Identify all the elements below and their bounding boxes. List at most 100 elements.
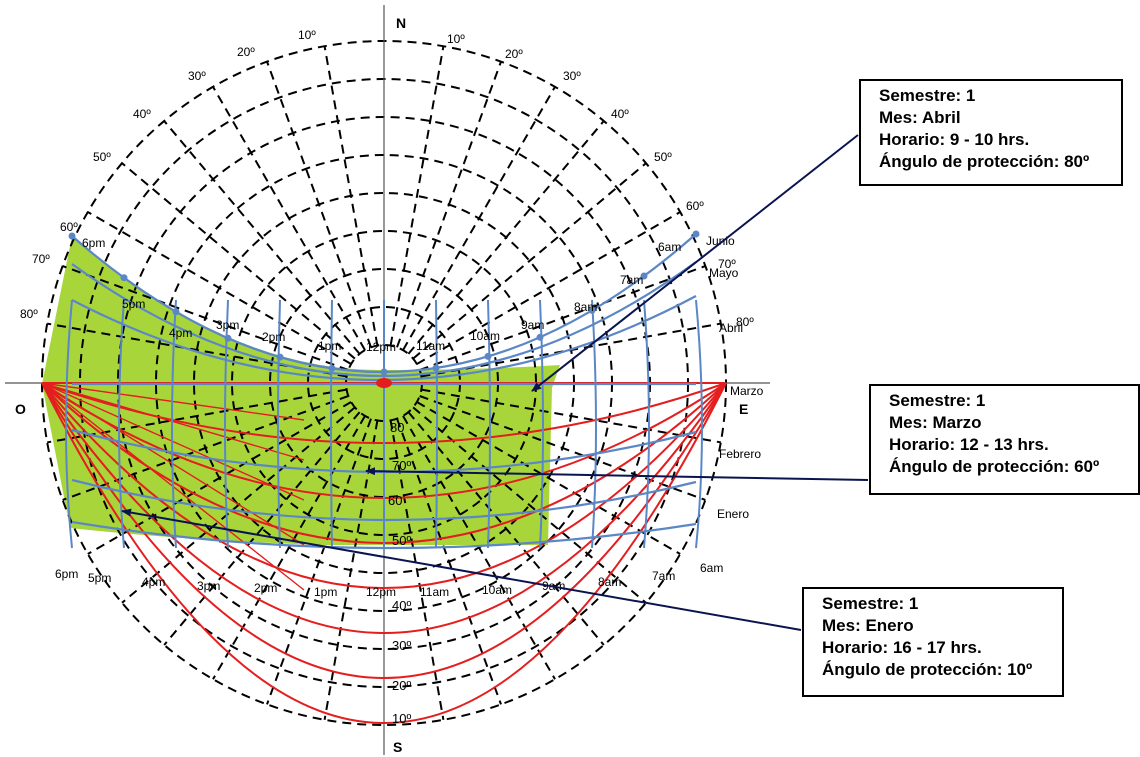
arrow-abril [531,134,859,392]
hour-dot [276,353,284,361]
west-label: O [15,401,26,417]
annotation-angulo: Ángulo de protección: 80º [879,152,1090,171]
hour-dot [432,364,440,372]
hour-dot [380,368,388,376]
grid-radial [412,162,647,360]
hour-line [591,299,597,549]
grid-radial [212,86,366,351]
hour-line [277,299,281,549]
hour-label: 6pm [55,567,78,581]
hour-dot [588,306,596,314]
hour-label: 11am [416,339,445,353]
hour-dot [224,334,232,342]
grid-radial [389,420,445,720]
arrow-marzo [365,467,869,481]
grid-radial [402,415,556,680]
hour-dot [328,364,336,372]
azimuth-label: 60º [686,199,704,213]
hour-label: 8am [598,575,621,589]
hour-label: 10am [470,329,500,343]
hour-label: 7am [652,569,675,583]
azimuth-label: 60º [60,220,78,234]
hour-line [224,299,229,549]
annotation-horario: Horario: 12 - 13 hrs. [889,435,1049,454]
grid-radial [163,411,361,646]
annotation-semestre: Semestre: 1 [879,86,976,105]
altitude-label: 70º [392,458,411,473]
grid-radial [389,46,445,346]
hour-line [330,299,333,549]
azimuth-label: 70º [718,257,736,271]
grid-radial [323,46,379,346]
north-label: N [396,15,406,31]
hour-label: 1pm [314,585,337,599]
azimuth-label: 10º [447,32,465,46]
annotation-box-abril: Semestre: 1 Mes: Abril Horario: 9 - 10 h… [859,79,1123,186]
south-label: S [393,739,402,755]
month-label: Febrero [719,447,761,461]
azimuth-label: 30º [188,69,206,83]
hour-label: 8am [574,300,597,314]
grid-radial [396,418,502,705]
hour-label: 4pm [169,326,192,340]
shadow-arc [41,382,727,634]
shadow-arc [41,382,727,589]
month-label: Abril [719,321,743,335]
annotation-horario: Horario: 16 - 17 hrs. [822,638,982,657]
hour-label: 7am [620,273,643,287]
altitude-label: 80 [390,420,404,435]
azimuth-label: 80º [20,307,38,321]
hour-dot [68,232,76,240]
hour-line [171,299,177,549]
grid-radial [407,120,605,355]
altitude-label: 50º [392,533,411,548]
hour-dot [692,230,700,238]
altitude-label: 10º [392,711,411,726]
azimuth-label: 20º [237,45,255,59]
hour-dot [172,308,180,316]
grid-radial [87,401,352,555]
grid-radial [419,395,706,501]
azimuth-label: 20º [505,47,523,61]
hour-dot [484,352,492,360]
hour-line [539,299,544,549]
grid-radial [402,86,556,351]
azimuth-label: 50º [654,150,672,164]
azimuth-label: 40º [133,107,151,121]
azimuth-label: 10º [298,28,316,42]
grid-radial [266,418,372,705]
hour-label: 5pm [88,571,111,585]
month-label: Marzo [730,384,764,398]
hour-label: 5pm [122,297,145,311]
azimuth-label: 40º [611,107,629,121]
grid-radial [87,211,352,365]
diagram-labels: 10º 20º 30º 40º 50º 60º 70º 80º 10º 20º 30º 40º 50º 6… [20,28,764,726]
month-label: Enero [717,507,749,521]
altitude-label: 30º [392,638,411,653]
hour-label: 2pm [262,330,285,344]
hour-label: 6pm [82,236,105,250]
annotation-semestre: Semestre: 1 [822,594,919,613]
azimuth-label: 30º [563,69,581,83]
azimuth-label: 70º [32,252,50,266]
grid-radial [121,162,356,360]
grid-radial [212,415,366,680]
hour-dot [536,333,544,341]
grid-radial [62,265,349,371]
grid-radial [47,388,347,444]
shadow-arc [41,382,727,679]
altitude-label: 40º [392,598,411,613]
hour-line [487,299,491,549]
grid-radial [419,265,706,371]
annotation-box-enero: Semestre: 1 Mes: Enero Horario: 16 - 17 … [802,587,1064,697]
east-label: E [739,401,748,417]
hour-label: 11am [420,585,449,599]
annotation-mes: Mes: Marzo [889,413,982,432]
grid-radial [163,120,361,355]
annotation-semestre: Semestre: 1 [889,391,986,410]
hour-line [643,299,650,549]
hour-label: 10am [482,583,512,597]
hour-label: 6am [700,561,723,575]
month-label: Mayo [709,266,739,280]
